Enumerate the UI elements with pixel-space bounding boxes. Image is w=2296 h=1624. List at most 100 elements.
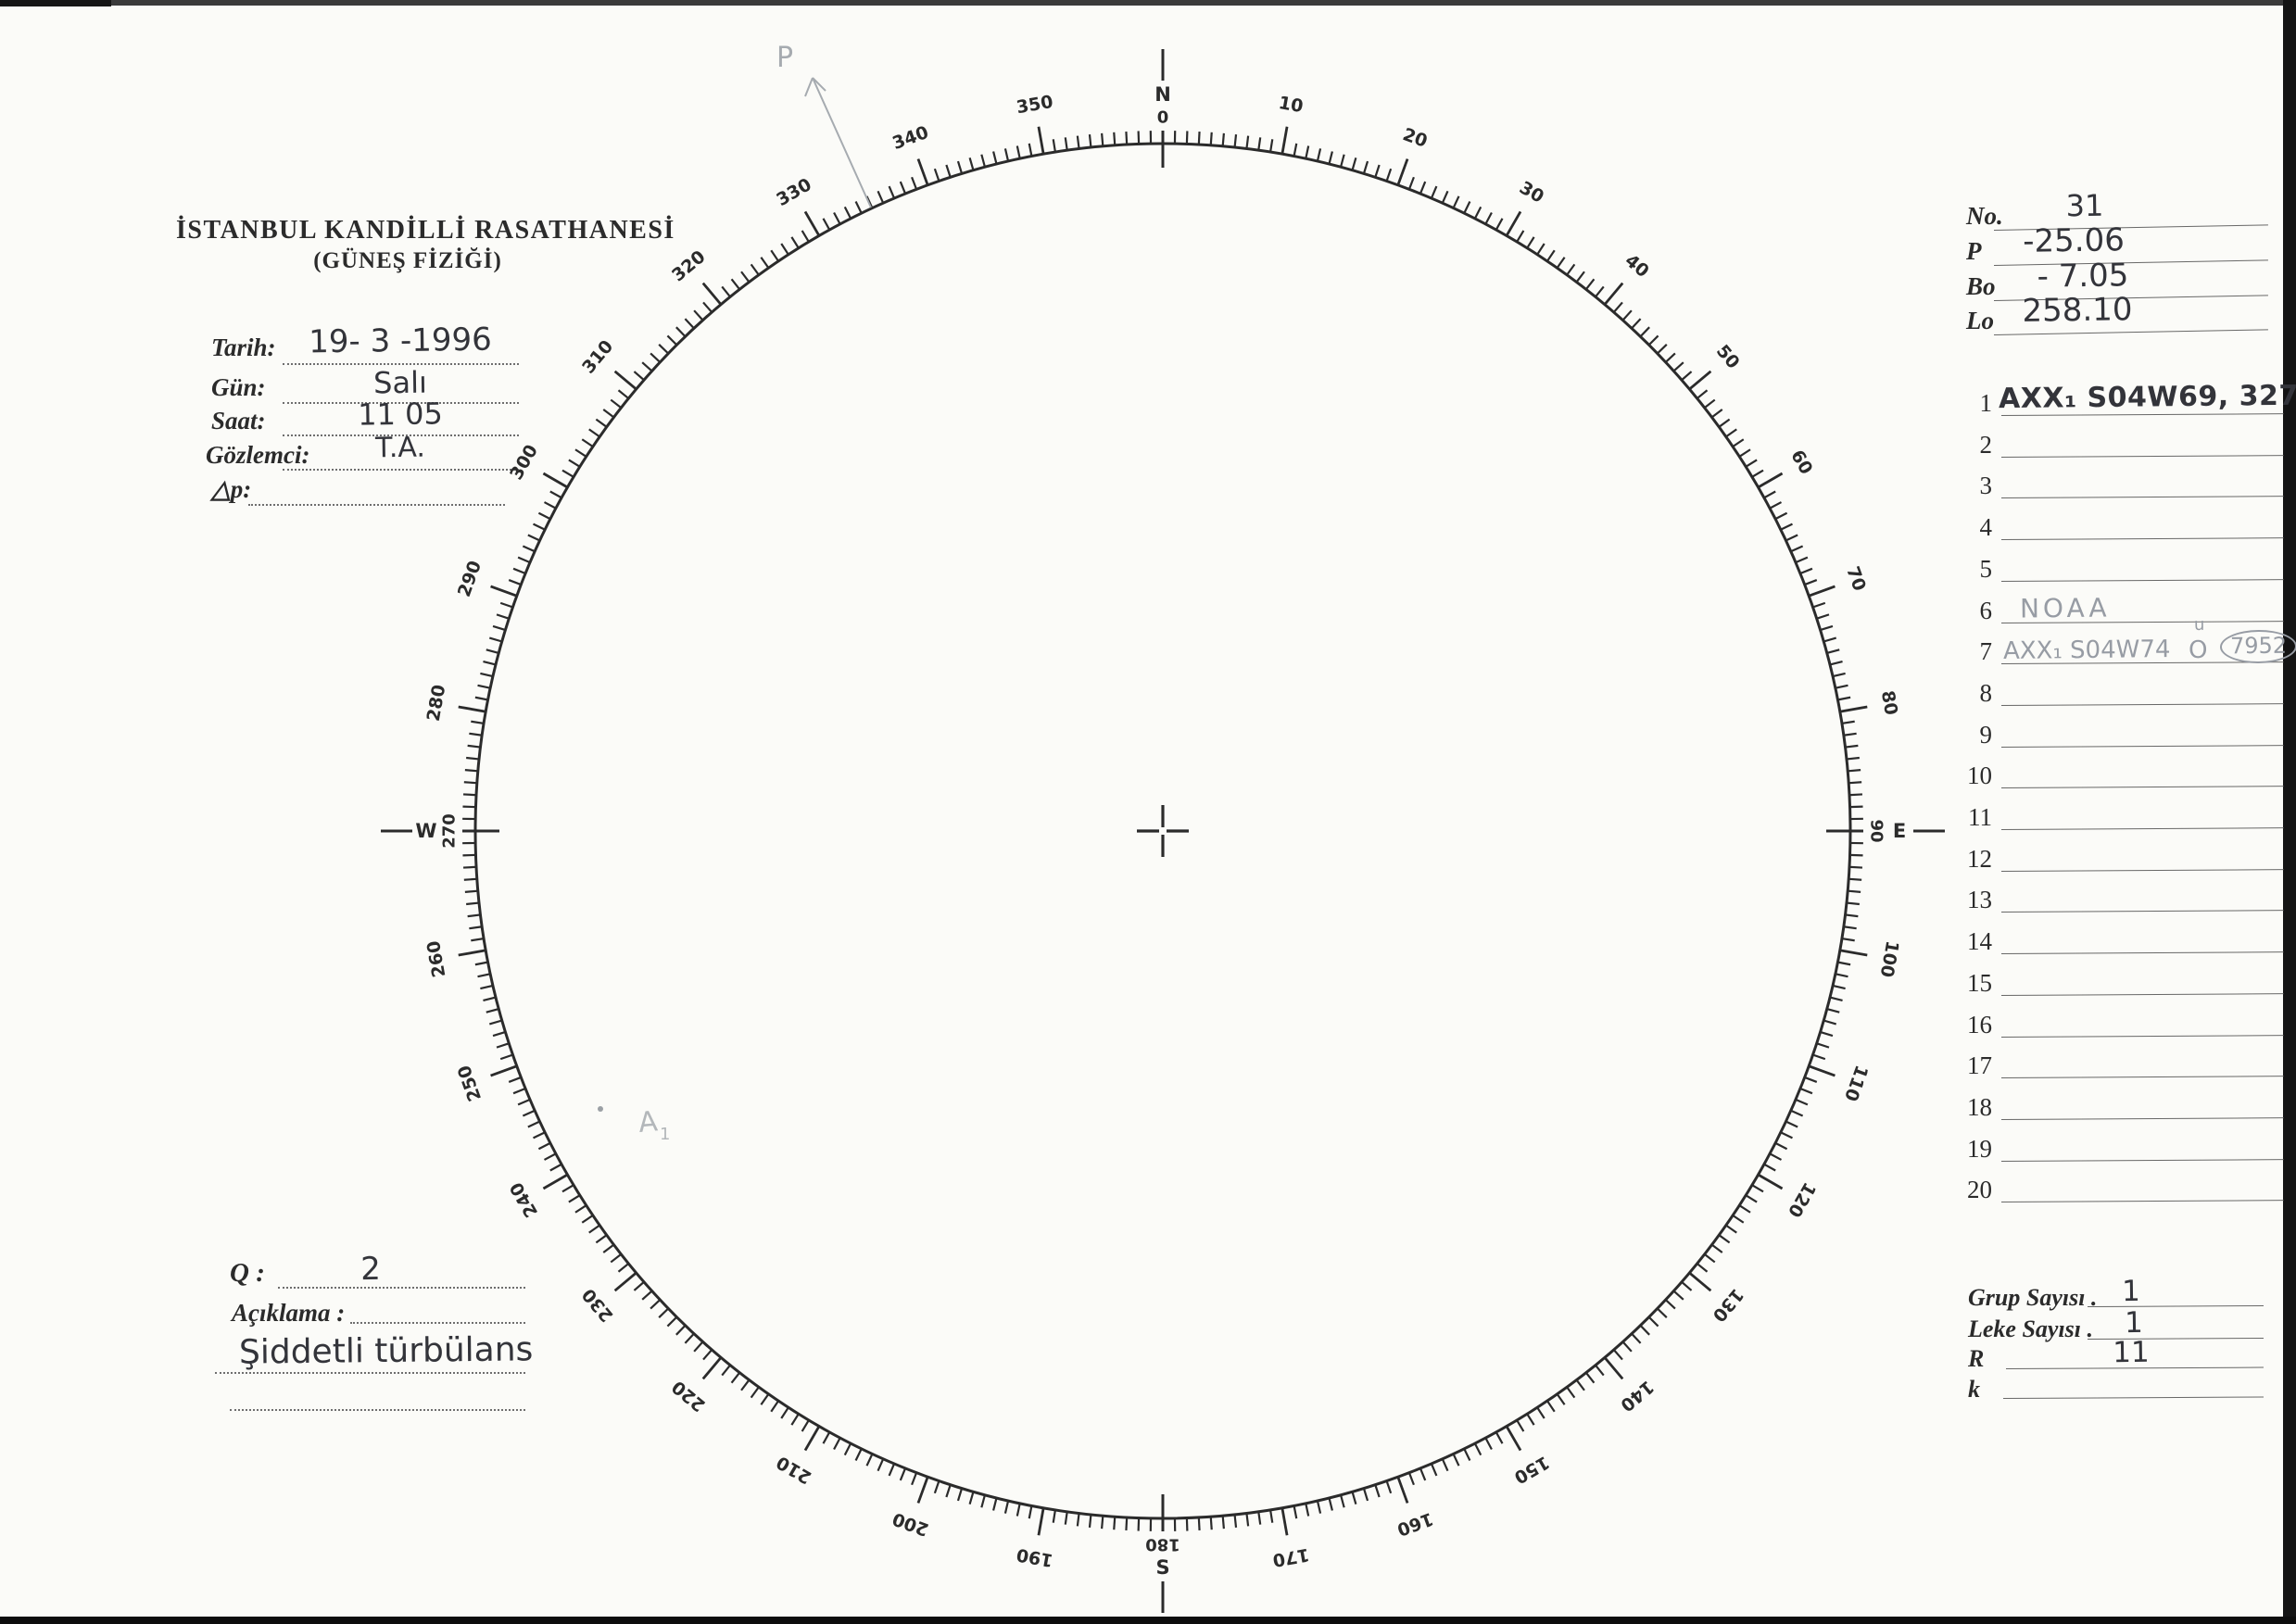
aciklama-label: Açıklama : [232,1299,346,1327]
degree-label-200: 200 [889,1508,931,1540]
degree-label-80: 80 [1877,689,1901,717]
tick-major-350 [1037,126,1045,156]
tick-major-110 [1807,1064,1836,1077]
list-num-18: 18 [1967,1092,1992,1121]
list-num-16: 16 [1967,1010,1992,1039]
cardinal-letter-S: S [1155,1556,1169,1579]
list-num-4: 4 [1979,513,1993,542]
degree-label-250: 250 [454,1063,486,1104]
tick-major-210 [803,1425,821,1452]
degree-label-320: 320 [668,246,710,285]
tick-major-220 [701,1355,723,1380]
tick-major-240 [542,1173,569,1190]
list-num-7: 7 [1979,637,1993,666]
summary-label-grup-sayisi: Grup Sayısı . [1968,1284,2098,1311]
aciklama-line-2 [215,1372,525,1374]
tick-major-50 [1687,370,1712,391]
tick-major-130 [1687,1271,1712,1292]
list-num-19: 19 [1967,1134,1992,1163]
tick-major-200 [916,1475,929,1504]
degree-label-120: 120 [1784,1178,1820,1220]
scan-edge-top [0,0,2296,6]
tick-major-120 [1757,1173,1784,1190]
list-num-17: 17 [1967,1051,1992,1080]
observatory-title: İSTANBUL KANDİLLİ RASATHANESİ [176,216,675,245]
field-line-tarih [283,363,519,365]
list-num-10: 10 [1967,762,1992,790]
list-num-6: 6 [1979,596,1993,624]
cardinal-degree-W: 270 [440,813,460,849]
list-num-20: 20 [1967,1176,1992,1204]
list-num-12: 12 [1967,844,1992,873]
aciklama-line-1 [350,1322,525,1324]
degree-label-260: 260 [423,939,450,979]
tick-major-230 [613,1271,638,1292]
list-num-2: 2 [1979,430,1993,459]
degree-label-340: 340 [889,122,931,154]
tick-major-330 [803,210,821,237]
field-line-delta-p [248,504,505,506]
field-label-delta-p: △p: [211,475,252,503]
list-num-14: 14 [1967,927,1992,956]
field-label-gun: Gün: [211,373,266,401]
scan-edge-right [2283,0,2296,1624]
degree-label-310: 310 [578,336,617,378]
list-num-8: 8 [1979,678,1993,707]
ephemeris-label-no: No. [1966,202,2003,230]
tick-major-310 [613,370,638,391]
tick-major-20 [1396,158,1409,187]
degree-label-70: 70 [1842,564,1870,594]
degree-label-290: 290 [454,558,486,599]
summary-label-k: k [1968,1376,1980,1403]
tick-major-140 [1603,1355,1624,1380]
a1-annotation-sub: 1 [660,1125,670,1144]
degree-label-300: 300 [506,441,542,483]
tick-major-60 [1757,472,1784,489]
field-line-gun [283,402,519,404]
summary-label-leke-sayisi: Leke Sayısı . [1968,1316,2094,1342]
cardinal-degree-N: 0 [1157,108,1169,128]
q-label: Q : [230,1258,265,1288]
tick-major-80 [1838,705,1868,713]
list-num-1: 1 [1979,389,1993,417]
tick-major-340 [916,158,929,187]
observatory-subtitle: (GÜNEŞ FİZİĞİ) [313,248,502,273]
degree-label-240: 240 [506,1178,542,1220]
degree-label-20: 20 [1400,124,1430,152]
tick-major-170 [1280,1506,1289,1536]
tick-major-280 [458,705,487,713]
tick-major-190 [1037,1506,1045,1536]
tick-major-100 [1838,949,1868,957]
list-num-13: 13 [1967,886,1992,914]
degree-label-140: 140 [1616,1377,1658,1416]
degree-label-220: 220 [668,1377,710,1416]
degree-label-30: 30 [1516,178,1547,208]
tick-major-260 [458,949,487,957]
tick-major-250 [490,1064,519,1077]
degree-label-160: 160 [1394,1508,1436,1540]
degree-label-10: 10 [1277,93,1305,117]
ephemeris-label-bo: Bo [1966,272,1996,300]
cardinal-degree-S: 180 [1145,1535,1180,1555]
cardinal-letter-W: W [415,820,436,842]
degree-label-60: 60 [1786,447,1816,478]
p-arrow-line [812,77,872,208]
degree-label-100: 100 [1876,939,1903,979]
degree-label-40: 40 [1621,250,1652,282]
degree-label-190: 190 [1015,1544,1054,1571]
tick-major-320 [701,282,723,307]
field-label-saat: Saat: [211,407,266,434]
scan-edge-bottom [0,1617,2296,1624]
tick-major-70 [1807,585,1836,598]
degree-label-330: 330 [773,174,814,210]
degree-label-130: 130 [1709,1284,1747,1326]
p-arrow-head [812,77,826,92]
tick-major-30 [1505,210,1522,237]
scan-edge-top-corner [0,0,111,6]
list-num-3: 3 [1979,472,1993,500]
field-label-tarih: Tarih: [211,334,276,361]
cardinal-letter-N: N [1154,83,1171,106]
tick-major-300 [542,472,569,489]
